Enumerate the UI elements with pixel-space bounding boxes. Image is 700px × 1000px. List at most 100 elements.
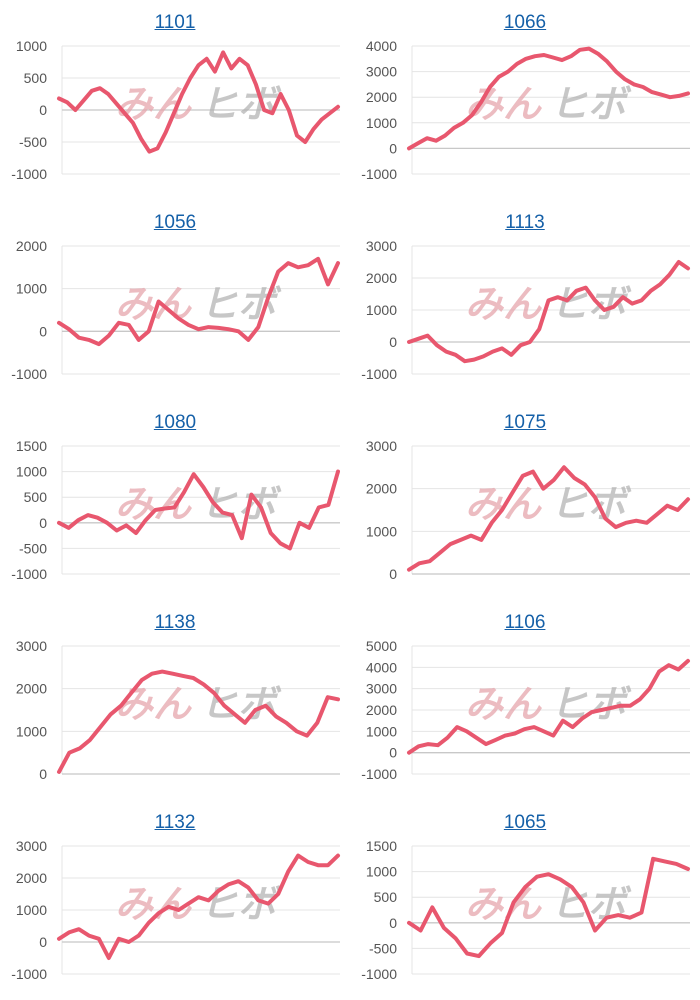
chart-title: 1066: [350, 12, 700, 34]
chart-title-link[interactable]: 1113: [505, 212, 545, 233]
series-line: [57, 50, 340, 154]
watermark-left: みん: [115, 82, 192, 126]
watermark-left: みん: [465, 882, 542, 926]
line-chart-1106: 5000 4000 3000 2000 1000 0 -1000 みん ヒボ: [361, 638, 690, 782]
line-chart-1101: 1000 500 0 -500 -1000 みん ヒボ: [11, 38, 340, 182]
y-tick-label: 3000: [366, 438, 397, 454]
watermark: みん ヒボ: [115, 482, 282, 526]
y-tick-label: 4000: [366, 659, 397, 675]
y-tick-label: -1000: [11, 166, 47, 182]
chart-title: 1138: [0, 612, 350, 634]
chart-title-link[interactable]: 1075: [503, 412, 547, 433]
y-tick-label: -500: [369, 940, 397, 956]
y-tick-label: 3000: [16, 838, 47, 854]
y-tick-label: 1000: [366, 115, 397, 131]
y-tick-label: 2000: [16, 870, 47, 886]
chart-title: 1106: [350, 612, 700, 634]
series-line: [407, 46, 690, 151]
chart-title-link[interactable]: 1080: [153, 412, 197, 433]
y-tick-label: 1500: [16, 438, 47, 454]
chart-panel-1066: 4000 3000 2000 1000 0 -1000 みん ヒボ 1066: [350, 0, 700, 200]
chart-panel-1080: 1500 1000 500 0 -500 -1000 みん ヒボ 1080: [0, 400, 350, 600]
y-tick-label: 2000: [366, 702, 397, 718]
watermark-left: みん: [465, 282, 542, 326]
y-tick-label: 1000: [16, 281, 47, 297]
line-chart-1066: 4000 3000 2000 1000 0 -1000 みん ヒボ: [361, 38, 690, 182]
y-tick-label: 2000: [16, 681, 47, 697]
y-tick-label: 2000: [366, 270, 397, 286]
y-tick-label: -1000: [11, 566, 47, 582]
watermark-right: ヒボ: [550, 282, 632, 326]
chart-panel-1056: 2000 1000 0 -1000 みん ヒボ 1056: [0, 200, 350, 400]
watermark-right: ヒボ: [200, 282, 282, 326]
chart-panel-1075: 3000 2000 1000 0 みん ヒボ 1075: [350, 400, 700, 600]
chart-title: 1056: [0, 212, 350, 234]
series-line: [407, 856, 690, 959]
watermark: みん ヒボ: [115, 682, 282, 726]
y-tick-label: 1000: [366, 302, 397, 318]
y-tick-label: 0: [389, 566, 397, 582]
chart-panel-1101: 1000 500 0 -500 -1000 みん ヒボ 1101: [0, 0, 350, 200]
y-tick-label: 0: [39, 515, 47, 531]
y-tick-label: 0: [39, 102, 47, 118]
chart-title-link[interactable]: 1132: [154, 812, 196, 833]
y-tick-label: -500: [19, 540, 47, 556]
watermark-right: ヒボ: [550, 682, 632, 726]
chart-panel-1106: 5000 4000 3000 2000 1000 0 -1000 みん ヒボ 1106: [350, 600, 700, 800]
y-tick-label: 1000: [366, 523, 397, 539]
y-tick-label: 4000: [366, 38, 397, 54]
y-tick-label: 2000: [16, 238, 47, 254]
chart-title-link[interactable]: 1066: [503, 12, 547, 33]
y-tick-label: -1000: [11, 366, 47, 382]
watermark: みん ヒボ: [465, 682, 632, 726]
y-tick-label: 1000: [16, 723, 47, 739]
y-tick-label: 1000: [16, 38, 47, 54]
chart-panel-1065: 1500 1000 500 0 -500 -1000 みん ヒボ 1065: [350, 800, 700, 1000]
y-tick-label: 0: [389, 915, 397, 931]
y-tick-label: 3000: [366, 64, 397, 80]
watermark-right: ヒボ: [550, 482, 632, 526]
chart-title-link[interactable]: 1065: [503, 812, 547, 833]
series-line: [57, 256, 340, 347]
y-tick-label: 0: [39, 766, 47, 782]
y-tick-label: 0: [39, 934, 47, 950]
y-tick-label: 0: [389, 140, 397, 156]
y-tick-label: 1500: [366, 838, 397, 854]
y-tick-label: 1000: [366, 864, 397, 880]
chart-title-link[interactable]: 1056: [153, 212, 197, 233]
y-tick-label: 500: [24, 70, 48, 86]
chart-title-link[interactable]: 1106: [504, 612, 546, 633]
watermark-right: ヒボ: [200, 82, 282, 126]
line-chart-1138: 3000 2000 1000 0 みん ヒボ: [16, 638, 340, 782]
chart-panel-1138: 3000 2000 1000 0 みん ヒボ 1138: [0, 600, 350, 800]
chart-panel-1113: 3000 2000 1000 0 -1000 みん ヒボ 1113: [350, 200, 700, 400]
series-line: [407, 465, 690, 572]
chart-title: 1065: [350, 812, 700, 834]
watermark-left: みん: [115, 482, 192, 526]
y-tick-label: 500: [24, 489, 48, 505]
chart-panel-1132: 3000 2000 1000 0 -1000 みん ヒボ 1132: [0, 800, 350, 1000]
line-chart-1113: 3000 2000 1000 0 -1000 みん ヒボ: [361, 238, 690, 382]
y-tick-label: 3000: [16, 638, 47, 654]
watermark-left: みん: [465, 682, 542, 726]
y-tick-label: 2000: [366, 89, 397, 105]
y-tick-label: 5000: [366, 638, 397, 654]
series-line: [57, 469, 340, 551]
chart-title-link[interactable]: 1138: [154, 612, 196, 633]
y-tick-label: -1000: [361, 366, 397, 382]
chart-title: 1132: [0, 812, 350, 834]
chart-title-link[interactable]: 1101: [154, 12, 196, 33]
series-line: [407, 260, 690, 364]
line-chart-1080: 1500 1000 500 0 -500 -1000 みん ヒボ: [11, 438, 340, 582]
y-tick-label: 2000: [366, 481, 397, 497]
y-tick-label: 1000: [16, 902, 47, 918]
y-tick-label: 3000: [366, 238, 397, 254]
watermark-left: みん: [115, 682, 192, 726]
watermark-left: みん: [465, 82, 542, 126]
y-tick-label: -1000: [11, 966, 47, 982]
chart-title: 1113: [350, 212, 700, 234]
chart-title: 1101: [0, 12, 350, 34]
